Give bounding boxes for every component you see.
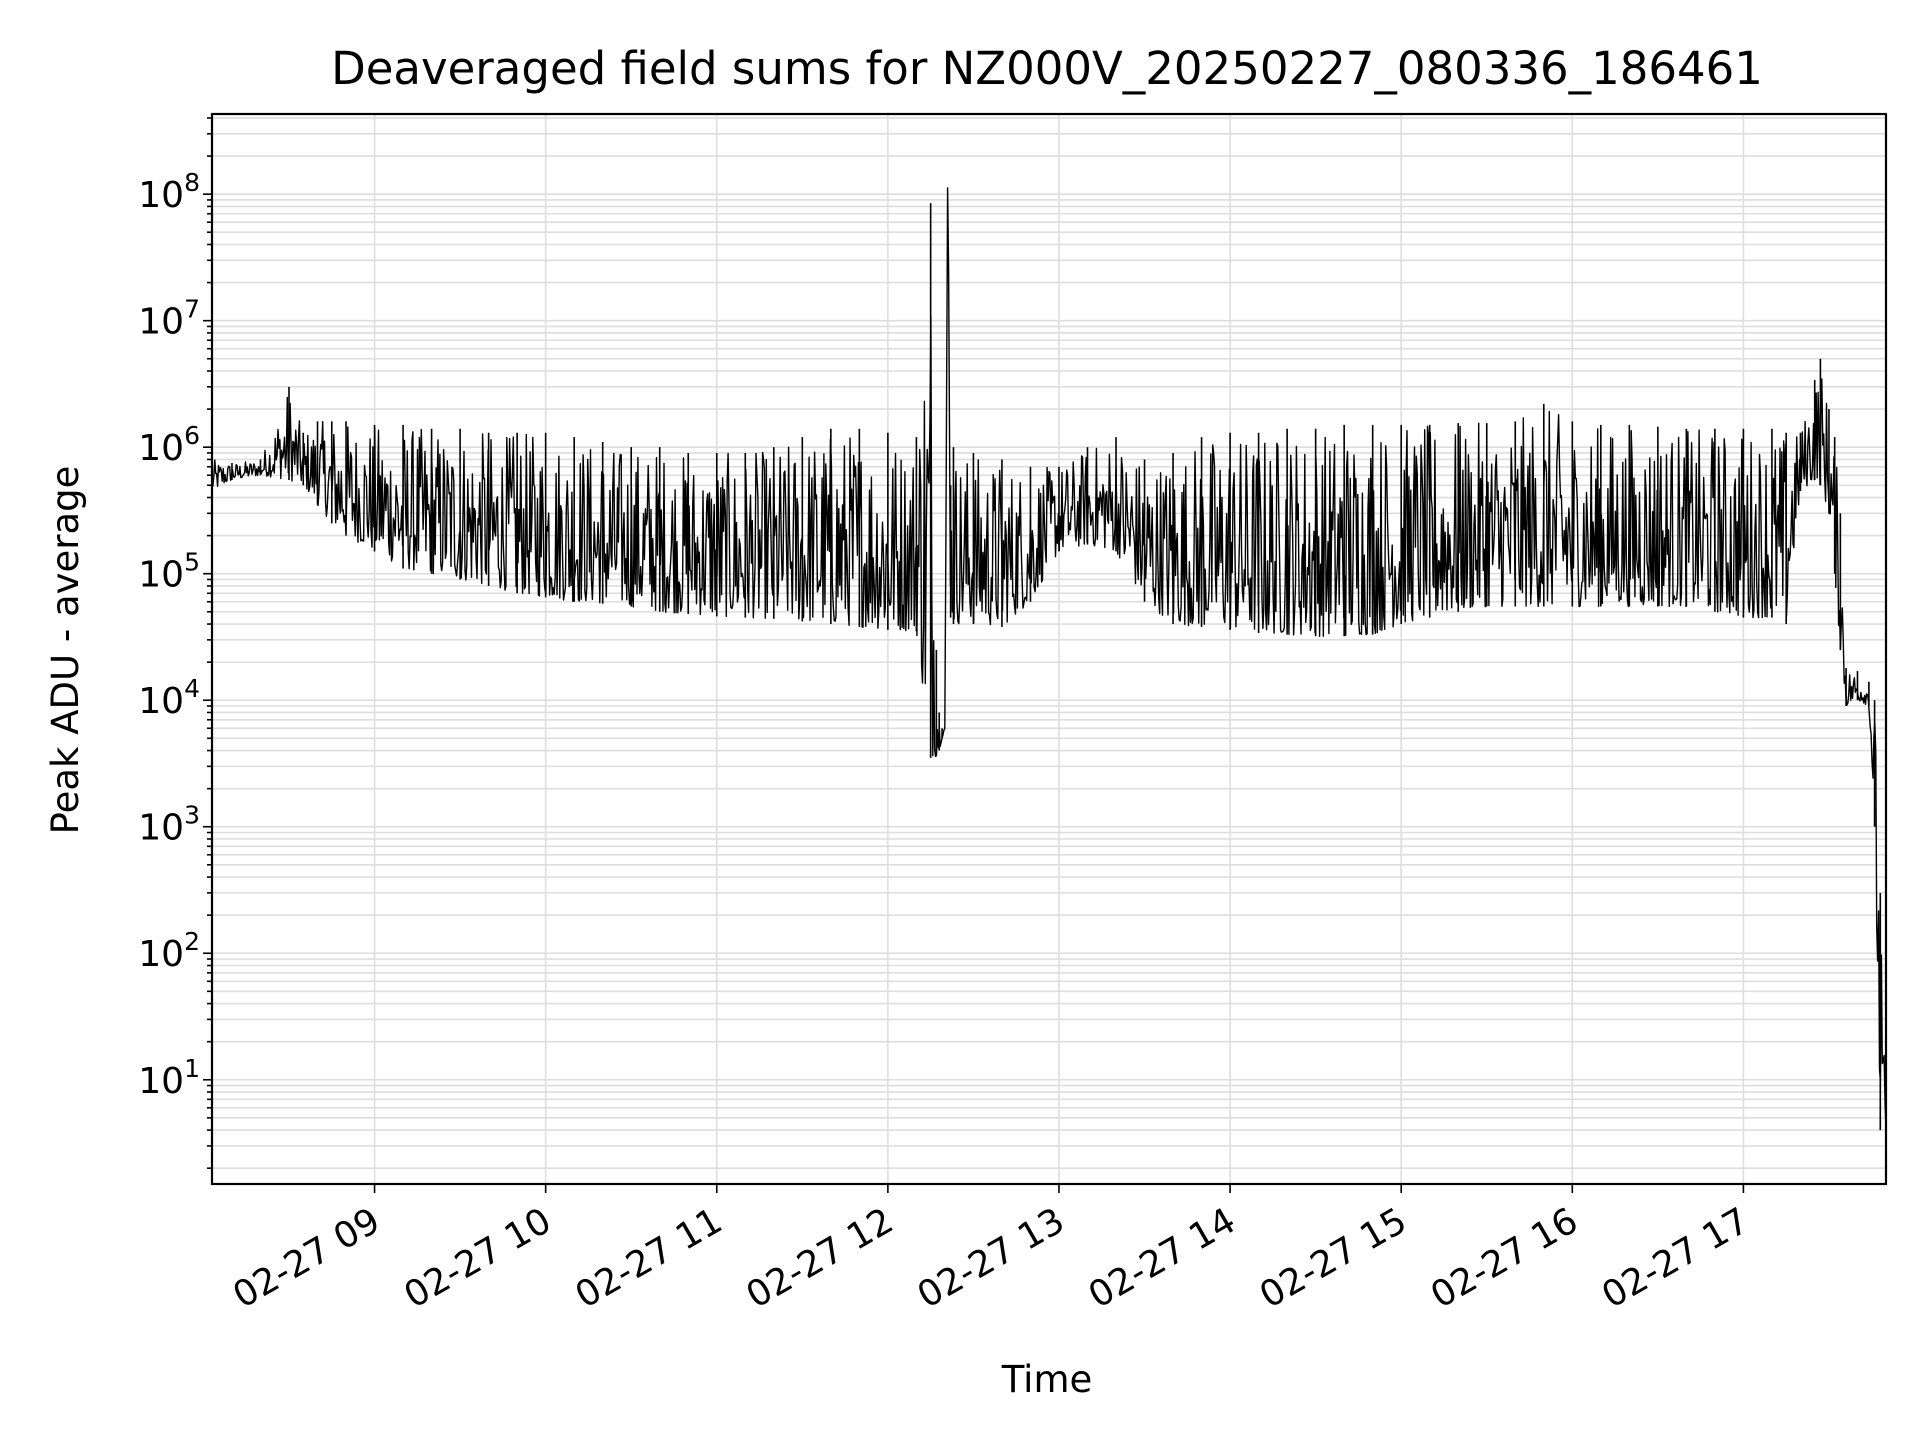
y-tick-label: 102 xyxy=(138,927,200,975)
series-line xyxy=(211,187,1887,1131)
y-tick-label: 105 xyxy=(138,548,200,596)
y-tick-label: 107 xyxy=(138,295,200,343)
plot-area-frame xyxy=(210,112,1888,1186)
y-tick-label: 106 xyxy=(138,421,200,469)
data-series xyxy=(211,187,1887,1131)
x-axis-label: Time xyxy=(1001,1358,1093,1401)
chart-title: Deaveraged field sums for NZ000V_2025022… xyxy=(331,42,1763,95)
y-tick-label: 104 xyxy=(138,674,200,722)
y-tick-label: 108 xyxy=(138,168,200,216)
y-tick-label: 103 xyxy=(138,801,200,849)
y-axis-ticks: 101 102 103 104 105 106 107 108 xyxy=(138,117,212,1169)
y-axis-label: Peak ADU - average xyxy=(44,466,87,835)
gridlines xyxy=(212,114,1886,1184)
y-tick-label: 101 xyxy=(138,1054,200,1102)
